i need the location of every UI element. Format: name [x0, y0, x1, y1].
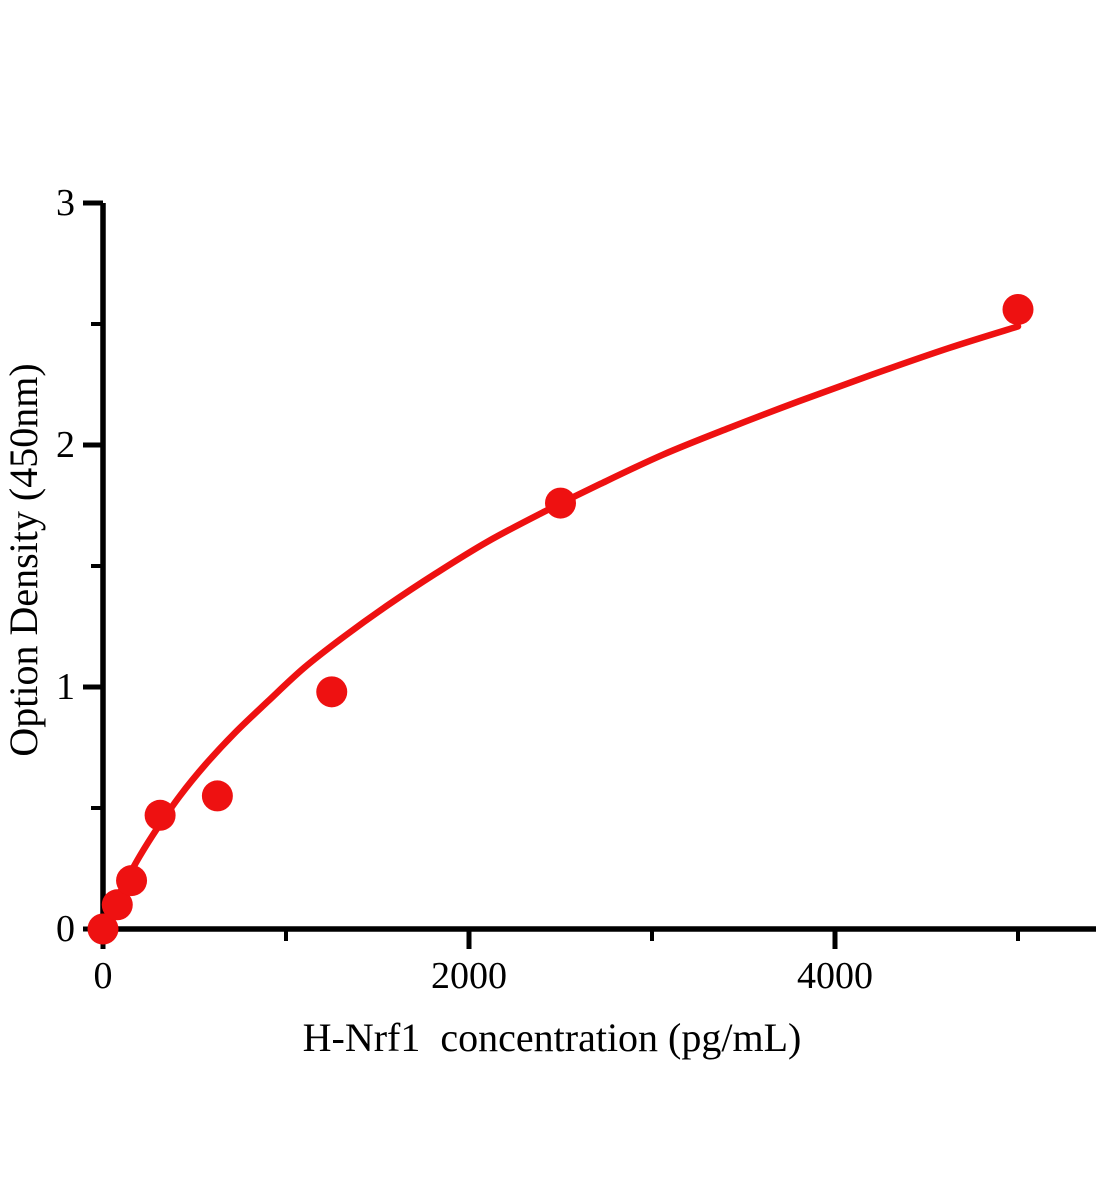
x-tick-label-2000: 2000: [431, 955, 507, 997]
x-tick-label-4000: 4000: [797, 955, 873, 997]
y-axis-title: Option Density (450nm): [1, 363, 46, 757]
data-point-marker: [101, 889, 133, 921]
y-tick-label-1: 1: [56, 666, 75, 708]
y-tick-label-3: 3: [56, 182, 75, 224]
data-point-marker: [316, 676, 348, 708]
x-axis-title: H-Nrf1 concentration (pg/mL): [302, 1015, 802, 1060]
fit-curve: [99, 323, 1022, 933]
data-point-marker: [87, 913, 119, 945]
data-point-marker: [116, 865, 148, 897]
y-tick-label-0: 0: [56, 908, 75, 950]
fit-curve-path: [99, 323, 1022, 933]
data-point-marker: [1002, 293, 1034, 325]
data-point-marker: [201, 780, 233, 812]
data-points: [87, 293, 1034, 945]
axis-group: [83, 200, 1096, 949]
x-tick-label-0: 0: [93, 955, 113, 997]
y-tick-label-2: 2: [56, 424, 75, 466]
data-point-marker: [545, 487, 576, 519]
data-point-marker: [144, 799, 176, 831]
